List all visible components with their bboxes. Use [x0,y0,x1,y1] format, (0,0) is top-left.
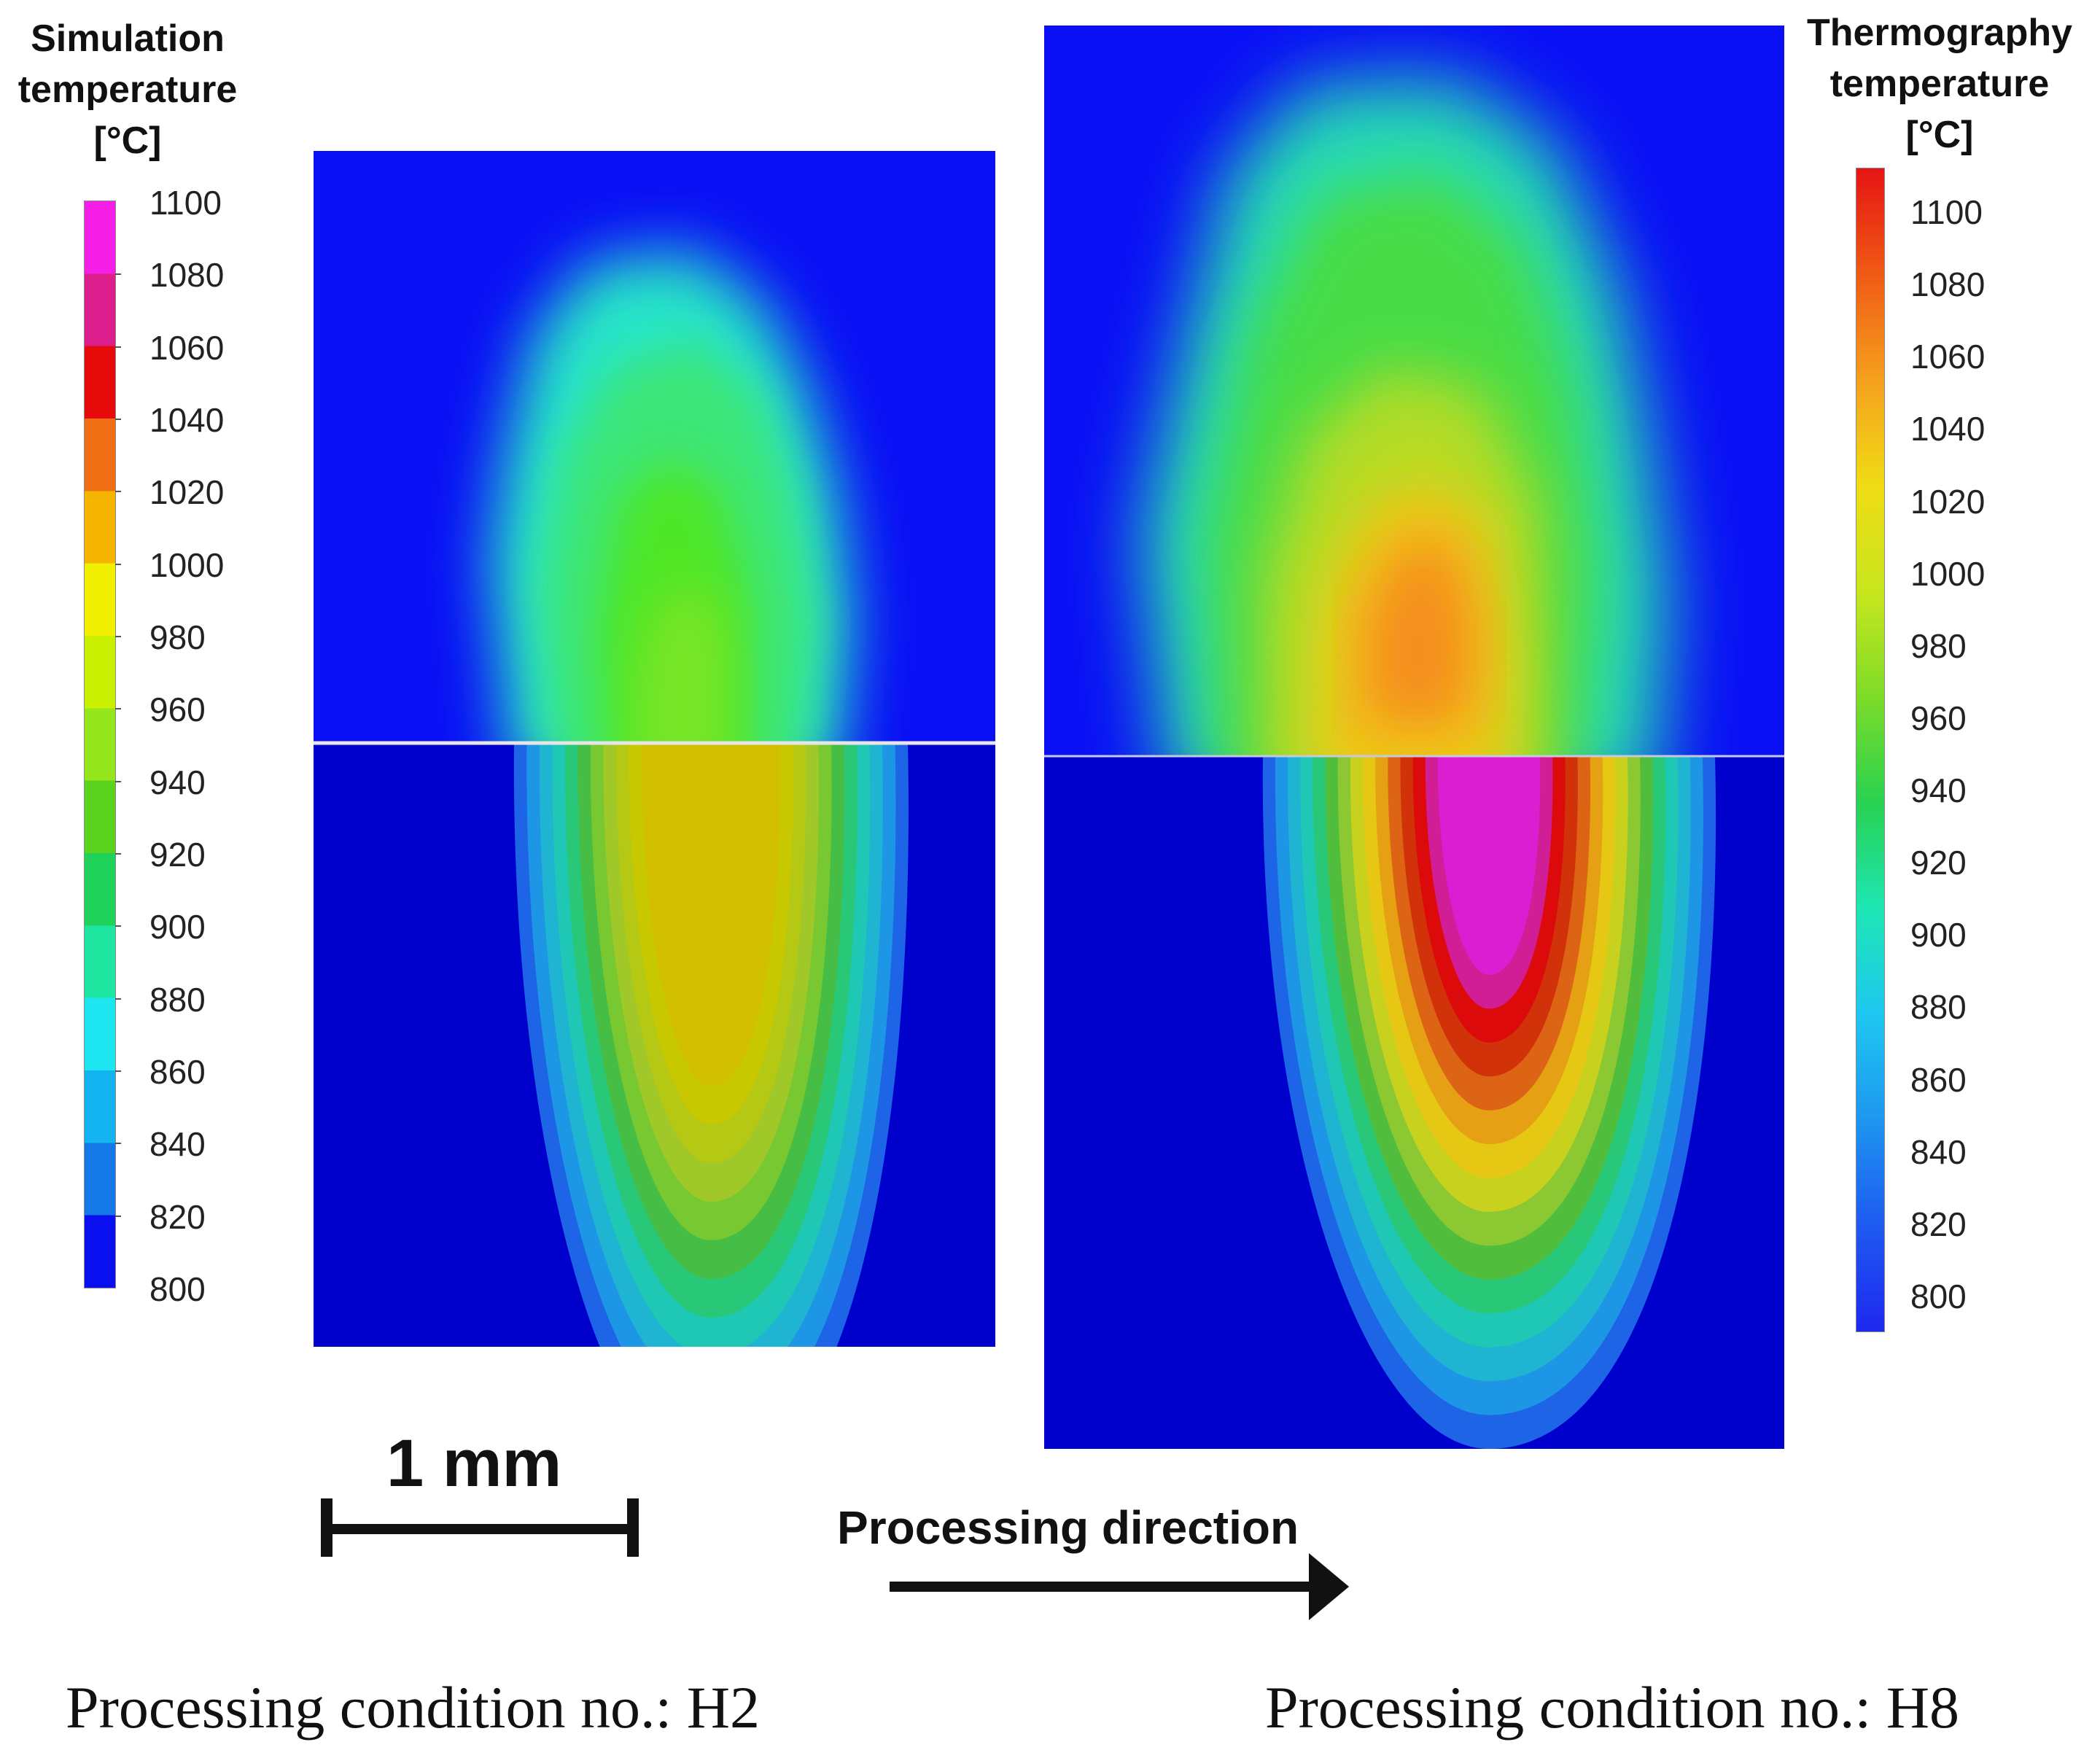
thermography-tick-label: 860 [1910,1060,1967,1099]
simulation-tick-label: 880 [149,980,206,1019]
thermography-tick-label: 1020 [1910,482,1986,521]
simulation-title-line-2: temperature [18,69,238,111]
simulation-tick-label: 860 [149,1053,206,1091]
simulation-tick-label: 1040 [149,401,225,439]
thermography-tick-label: 940 [1910,771,1967,810]
simulation-band-divider [115,636,121,637]
simulation-band-divider [115,1143,121,1145]
simulation-colorbar [84,201,121,1288]
thermography-tick-label: 960 [1910,699,1967,737]
thermography-contour-band [1437,756,1541,975]
thermography-tick-label: 800 [1910,1278,1967,1315]
thermography-title-line-1: Thermography [1806,12,2073,54]
simulation-band-divider [115,925,121,928]
simulation-tick-label: 1080 [149,256,225,295]
simulation-band-divider [115,563,121,565]
arrow-head-icon [1309,1553,1349,1620]
simulation-tick-label: 800 [149,1270,206,1308]
simulation-tick-label: 1100 [149,184,222,222]
processing-direction-arrow [890,1553,1349,1620]
simulation-band-divider [115,998,121,1000]
thermography-title-line-2: temperature [1829,63,2050,105]
thermography-tick-label: 1100 [1910,193,1983,231]
simulation-contour-band [641,743,781,1086]
simulation-band-divider [115,273,121,276]
simulation-heatmap [314,151,995,1347]
scale-bar-right-tick [627,1498,639,1557]
simulation-band-divider [115,1070,121,1072]
thermography-tick-label: 840 [1910,1132,1967,1171]
simulation-tick-label: 920 [149,836,206,874]
thermography-colorbar [1856,168,1885,1332]
simulation-band-divider [115,346,121,348]
simulation-plume [489,249,853,743]
simulation-band-divider [115,1215,121,1217]
simulation-tick-label: 940 [149,763,206,801]
simulation-tick-label: 960 [149,691,206,729]
thermography-tick-label: 1060 [1910,338,1986,376]
simulation-band-divider [115,708,121,710]
thermography-panel [1044,26,1784,1449]
simulation-panel [314,151,995,1347]
thermography-tick-label: 820 [1910,1205,1967,1243]
simulation-band-divider [115,780,121,782]
simulation-title-line-1: Simulation [31,18,225,60]
thermography-plume [1139,77,1671,756]
thermography-tick-label: 1000 [1910,554,1986,593]
thermography-tick-label: 920 [1910,844,1967,882]
simulation-legend-title: Simulation temperature [°C] [0,13,255,166]
simulation-tick-label: 820 [149,1197,206,1236]
simulation-tick-label: 1000 [149,545,225,584]
simulation-band-divider [115,491,121,493]
left-condition-caption: Processing condition no.: H2 [66,1674,761,1741]
simulation-tick-label: 1060 [149,328,225,367]
scale-bar-label: 1 mm [386,1426,562,1501]
thermography-tick-label: 900 [1910,916,1967,954]
processing-direction-label: Processing direction [837,1501,1299,1554]
thermography-heatmap [1044,26,1784,1449]
right-condition-caption: Processing condition no.: H8 [1265,1674,1960,1741]
simulation-tick-label: 1020 [149,473,225,512]
thermography-tick-label: 880 [1910,988,1967,1027]
simulation-tick-label: 980 [149,618,206,656]
simulation-tick-label: 900 [149,908,206,946]
thermography-melt-pool-contours [1262,756,1716,1449]
thermography-title-line-3: [°C] [1905,114,1974,156]
simulation-band-divider [115,853,121,855]
scale-bar-line [321,1524,639,1534]
scale-bar [321,1498,639,1557]
thermography-tick-label: 1080 [1910,265,1986,304]
thermography-tick-label: 1040 [1910,410,1986,448]
thermography-legend-title: Thermography temperature [°C] [1779,7,2100,160]
simulation-title-line-3: [°C] [93,120,162,162]
arrow-shaft [890,1582,1312,1592]
simulation-band-divider [115,419,121,420]
simulation-melt-pool-contours [513,743,909,1347]
thermography-tick-label: 980 [1910,626,1967,665]
simulation-tick-label: 840 [149,1125,206,1164]
